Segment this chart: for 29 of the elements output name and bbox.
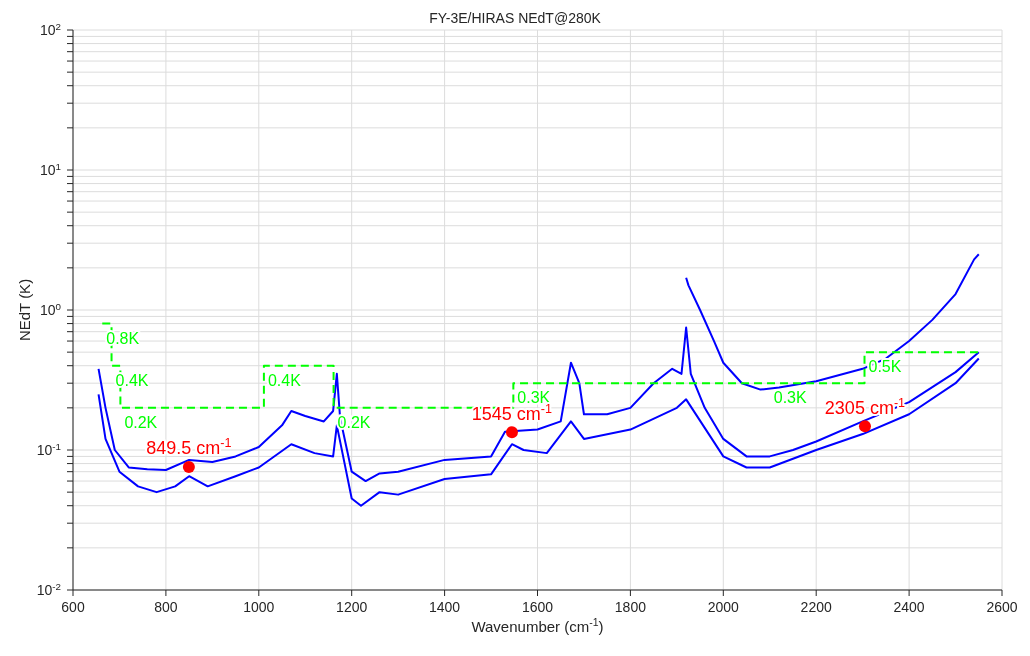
y-tick-label: 10$^{-1}$	[36, 440, 61, 458]
x-tick-label: 2000	[707, 599, 740, 615]
x-tick-label: 1000	[243, 599, 275, 615]
line-series	[97, 326, 980, 483]
data-label: 0.8K	[106, 329, 140, 347]
chart-title: FY-3E/HIRAS NEdT@280K	[429, 10, 601, 26]
data-label: 849.5 cm$^{-1}$	[146, 436, 232, 459]
y-tick-label: 10$^{-2}$	[36, 580, 61, 598]
x-tick-label: 800	[154, 599, 178, 615]
x-tick-label: 600	[61, 599, 85, 615]
x-axis-title: Wavenumber (cm$^{-1}$)	[471, 616, 604, 635]
y-axis-title: NEdT (K)	[16, 278, 33, 342]
x-tick-label: 2400	[893, 599, 925, 615]
x-tick-label: 2600	[986, 599, 1018, 615]
data-label: 0.4K	[267, 371, 302, 389]
data-label: 0.5K	[868, 358, 902, 376]
x-tick-label: 1600	[521, 599, 554, 615]
x-tick-label: 1400	[429, 599, 461, 615]
x-tick-label: 1200	[336, 599, 368, 615]
x-tick-label: 1800	[614, 599, 647, 615]
y-tick-label: 10$^{0}$	[39, 300, 62, 318]
line-series	[685, 253, 980, 391]
data-label: 0.4K	[115, 371, 149, 389]
y-tick-label: 10$^{1}$	[39, 160, 61, 178]
x-tick-label: 2200	[800, 599, 832, 615]
data-label: 0.2K	[124, 413, 158, 431]
y-tick-label: 10$^{2}$	[39, 20, 61, 38]
data-label: 0.3K	[773, 389, 807, 407]
line-series	[97, 357, 980, 507]
